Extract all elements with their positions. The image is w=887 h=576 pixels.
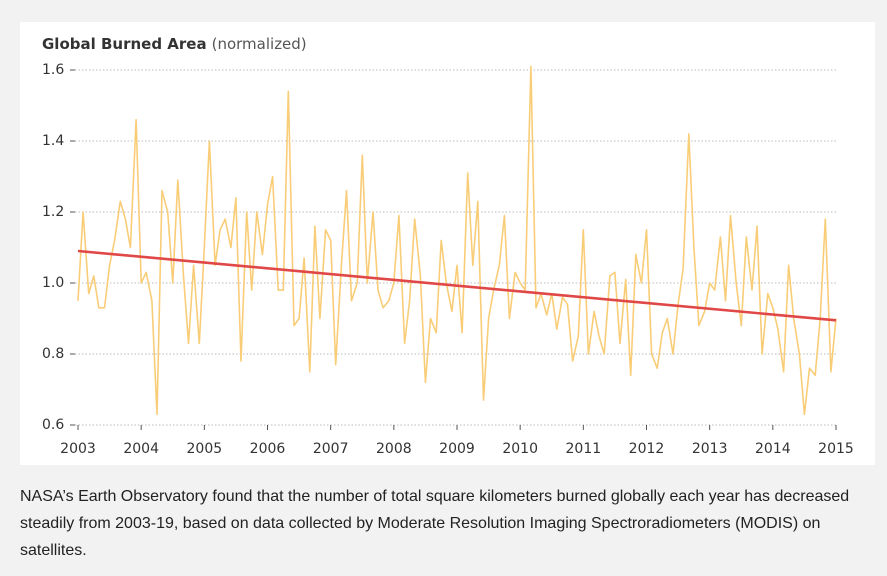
trend-line: [77, 249, 837, 322]
x-tick-label: 2010: [502, 441, 538, 457]
x-tick-label: 2005: [187, 441, 223, 457]
chart: Global Burned Area (normalized) 0.6 0.8 1.0…: [20, 22, 875, 465]
x-tick-label: 2007: [313, 441, 349, 457]
x-tick-label: 2003: [60, 441, 96, 457]
chart-heading: Global Burned Area (normalized): [42, 35, 307, 53]
chart-subtitle: (normalized): [212, 35, 307, 53]
x-tick-label: 2004: [123, 441, 159, 457]
x-tick-label: 2015: [818, 441, 854, 457]
y-tick-label: 0.8: [42, 346, 64, 362]
y-tick-label: 1.2: [42, 204, 64, 220]
x-tick-label: 2006: [250, 441, 286, 457]
x-tick-label: 2014: [755, 441, 791, 457]
chart-title: Global Burned Area: [42, 35, 207, 53]
x-tick-label: 2011: [566, 441, 602, 457]
y-tick-label: 1.4: [42, 133, 64, 149]
x-tick-label: 2013: [692, 441, 728, 457]
caption: NASA’s Earth Observatory found that the …: [20, 488, 850, 559]
y-tick-label: 0.6: [42, 417, 64, 433]
x-tick-label: 2012: [629, 441, 665, 457]
data-line: [77, 65, 837, 416]
y-tick-label: 1.6: [42, 62, 64, 78]
y-tick-label: 1.0: [42, 275, 64, 291]
x-tick-label: 2008: [376, 441, 412, 457]
x-tick-label: 2009: [439, 441, 475, 457]
